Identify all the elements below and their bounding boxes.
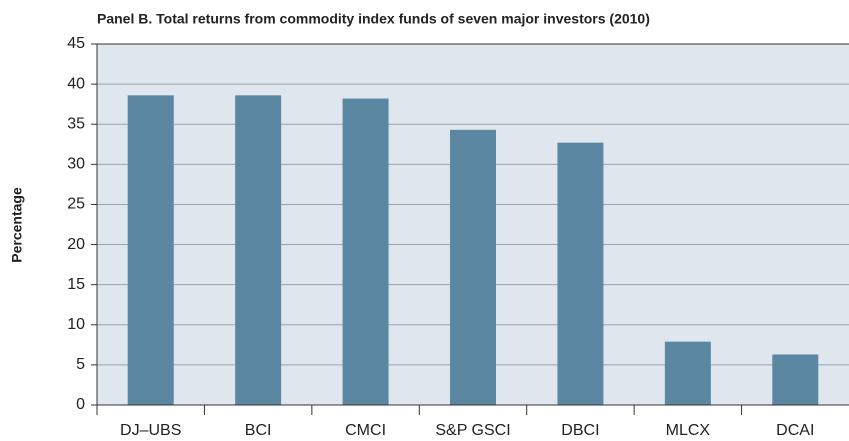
- bar: [772, 354, 819, 405]
- bar: [557, 142, 604, 405]
- bar: [450, 129, 496, 406]
- x-tick-label: S&P GSCI: [435, 422, 510, 439]
- y-tick-label: 45: [67, 35, 85, 52]
- bar: [235, 95, 282, 405]
- x-tick-label: DBCI: [561, 422, 599, 439]
- y-tick-label: 5: [76, 356, 85, 373]
- bar: [127, 95, 174, 405]
- x-tick-label: CMCI: [345, 422, 386, 439]
- y-tick-label: 10: [67, 316, 85, 333]
- x-tick-label: MLCX: [666, 422, 711, 439]
- y-tick-label: 30: [67, 156, 85, 173]
- y-tick-label: 40: [67, 75, 85, 92]
- x-tick-label: DJ–UBS: [120, 422, 181, 439]
- y-tick-label: 35: [67, 115, 85, 132]
- y-axis-label: Percentage: [9, 187, 25, 263]
- y-tick-label: 15: [67, 276, 85, 293]
- y-tick-label: 0: [76, 396, 85, 413]
- y-tick-label: 20: [67, 236, 85, 253]
- y-tick-label: 25: [67, 196, 85, 213]
- x-tick-label: DCAI: [776, 422, 814, 439]
- x-tick-label: BCI: [245, 422, 272, 439]
- bar: [342, 98, 389, 405]
- bar: [664, 341, 711, 405]
- chart-title: Panel B. Total returns from commodity in…: [97, 11, 650, 27]
